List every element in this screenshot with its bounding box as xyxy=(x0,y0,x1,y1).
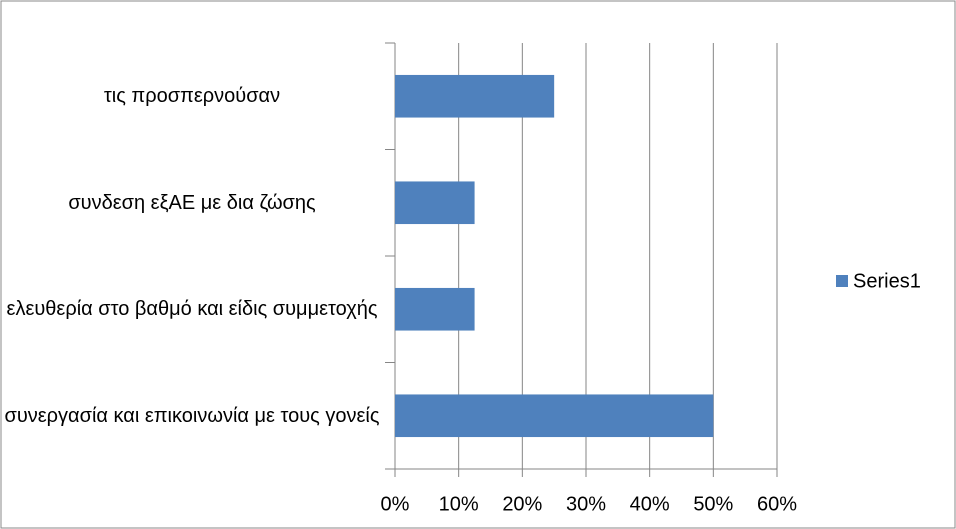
bar xyxy=(395,74,555,118)
x-tick-label: 20% xyxy=(502,493,542,515)
x-tick-label: 60% xyxy=(757,493,797,515)
y-tick-label: συνδεση εξΑΕ με δια ζώσης xyxy=(68,191,316,214)
x-tick-label: 50% xyxy=(693,493,733,515)
x-tick-label: 10% xyxy=(439,493,479,515)
x-tick-label: 40% xyxy=(630,493,670,515)
y-tick-label: συνεργασία και επικοινωνία με τους γονεί… xyxy=(4,404,380,427)
legend-label: Series1 xyxy=(853,270,921,292)
legend-swatch xyxy=(836,275,848,287)
bar xyxy=(395,181,475,225)
bar xyxy=(395,287,475,331)
y-tick-label: ελευθερία στο βαθμό και είδις συμμετοχής xyxy=(6,298,378,321)
x-tick-label: 30% xyxy=(566,493,606,515)
x-tick-label: 0% xyxy=(381,493,410,515)
bar xyxy=(395,394,714,438)
y-tick-label: τις προσπερνούσαν xyxy=(103,85,281,108)
